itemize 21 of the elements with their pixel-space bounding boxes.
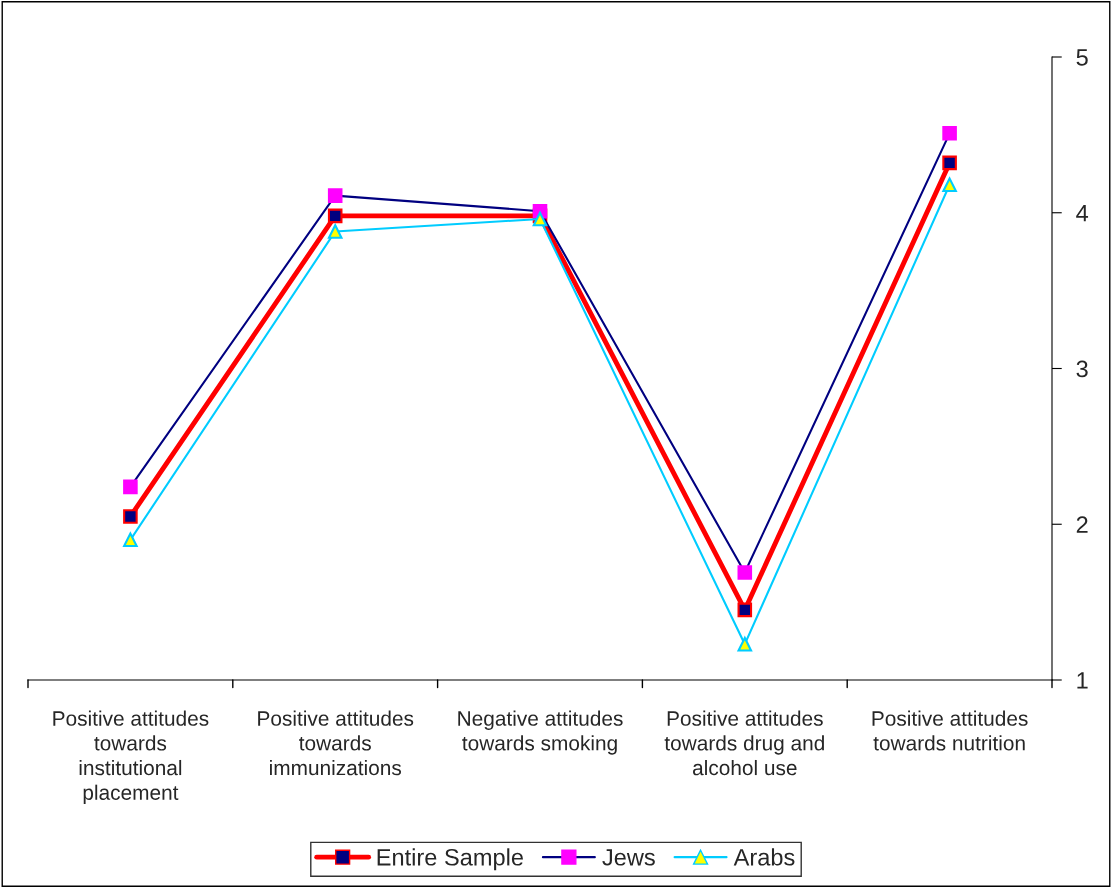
legend-label: Arabs (733, 848, 795, 866)
x-tick-label: Positive attitudes towards drug and alcohol use (664, 710, 824, 776)
x-tick-label: Positive attitudes towards institutional placement (53, 710, 209, 805)
x-tick-label: Positive attitudes towards nutrition (872, 710, 1028, 751)
point (123, 532, 138, 548)
point (942, 155, 957, 171)
point (942, 177, 957, 193)
y-tick-label: 2 (1076, 516, 1088, 533)
point (327, 208, 343, 224)
y-tick-label: 1 (1077, 672, 1088, 689)
point (737, 636, 753, 652)
point (737, 602, 753, 618)
x-tick-label: Positive attitudes towards immunizations (258, 710, 414, 776)
y-tick-label: 5 (1076, 49, 1088, 66)
y-tick-label: 3 (1076, 360, 1088, 378)
y-tick-label: 4 (1076, 205, 1089, 222)
legend-label: Entire Sample (377, 848, 523, 871)
x-tick-label: Negative attitudes towards smoking (458, 710, 623, 755)
legend-label: Jews (602, 849, 655, 866)
point (327, 224, 343, 239)
point (123, 509, 138, 524)
